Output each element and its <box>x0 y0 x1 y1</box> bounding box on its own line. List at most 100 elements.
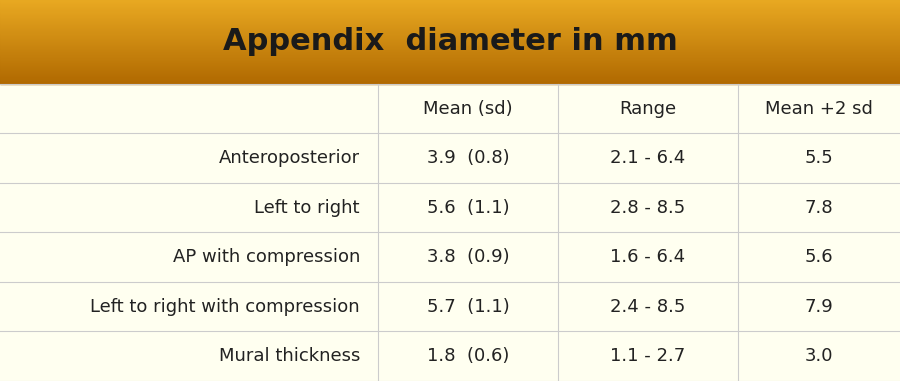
Bar <box>0 6 900 8</box>
Bar <box>0 63 900 65</box>
Text: Mural thickness: Mural thickness <box>219 347 360 365</box>
Bar <box>0 76 900 78</box>
Bar <box>0 5 900 7</box>
Bar <box>0 51 900 53</box>
Text: 5.5: 5.5 <box>805 149 833 167</box>
Bar <box>0 10 900 11</box>
Text: Range: Range <box>619 99 677 118</box>
Bar <box>0 23 900 25</box>
Bar <box>0 22 900 24</box>
Bar <box>0 80 900 82</box>
Text: Mean +2 sd: Mean +2 sd <box>765 99 873 118</box>
Bar <box>0 41 900 43</box>
Bar <box>0 2 900 4</box>
Bar <box>0 15 900 17</box>
Bar <box>0 26 900 27</box>
Bar <box>0 18 900 20</box>
Text: 2.1 - 6.4: 2.1 - 6.4 <box>610 149 686 167</box>
Text: 2.8 - 8.5: 2.8 - 8.5 <box>610 199 686 217</box>
Bar <box>0 20 900 22</box>
Bar <box>0 26 900 28</box>
Text: 2.4 - 8.5: 2.4 - 8.5 <box>610 298 686 316</box>
Bar <box>0 1 900 3</box>
Text: 1.8  (0.6): 1.8 (0.6) <box>427 347 509 365</box>
Bar <box>0 72 900 74</box>
Text: Anteroposterior: Anteroposterior <box>219 149 360 167</box>
Bar <box>0 37 900 39</box>
Text: Appendix  diameter in mm: Appendix diameter in mm <box>222 27 678 56</box>
Text: 3.9  (0.8): 3.9 (0.8) <box>427 149 509 167</box>
Text: Left to right with compression: Left to right with compression <box>90 298 360 316</box>
Bar <box>0 33 900 35</box>
Bar <box>0 79 900 81</box>
Text: 7.9: 7.9 <box>805 298 833 316</box>
Bar <box>0 30 900 32</box>
Bar <box>0 14 900 16</box>
Bar <box>0 62 900 64</box>
Bar <box>0 78 900 80</box>
Bar <box>0 35 900 37</box>
Text: 5.6: 5.6 <box>805 248 833 266</box>
Bar <box>0 13 900 14</box>
Bar <box>0 57 900 59</box>
Text: 5.7  (1.1): 5.7 (1.1) <box>427 298 509 316</box>
Bar <box>0 21 900 23</box>
Bar <box>0 81 900 83</box>
Bar <box>0 50 900 51</box>
Bar <box>0 27 900 29</box>
Bar <box>0 64 900 66</box>
Text: 1.1 - 2.7: 1.1 - 2.7 <box>610 347 686 365</box>
Text: 5.6  (1.1): 5.6 (1.1) <box>427 199 509 217</box>
Bar <box>0 34 900 35</box>
Bar <box>0 65 900 67</box>
Bar <box>0 48 900 50</box>
Bar <box>0 19 900 21</box>
Bar <box>0 29 900 30</box>
Bar <box>0 38 900 40</box>
Bar <box>0 66 900 68</box>
Bar <box>0 51 900 52</box>
Bar <box>0 55 900 56</box>
Bar <box>0 72 900 74</box>
Bar <box>0 43 900 45</box>
Bar <box>0 45 900 47</box>
Text: Mean (sd): Mean (sd) <box>423 99 513 118</box>
Bar <box>0 54 900 56</box>
Bar <box>0 9 900 10</box>
Bar <box>0 42 900 44</box>
Bar <box>0 70 900 72</box>
Text: 3.8  (0.9): 3.8 (0.9) <box>427 248 509 266</box>
Bar <box>0 16 900 18</box>
Bar <box>0 12 900 14</box>
Bar <box>0 82 900 84</box>
Bar <box>0 47 900 49</box>
Bar <box>0 0 900 1</box>
Bar <box>0 39 900 41</box>
Bar <box>0 46 900 48</box>
Bar <box>0 77 900 78</box>
Bar <box>0 36 900 38</box>
Bar <box>0 74 900 75</box>
Bar <box>0 59 900 61</box>
Text: 7.8: 7.8 <box>805 199 833 217</box>
Bar <box>0 75 900 77</box>
Bar <box>0 61 900 63</box>
Bar <box>0 32 900 34</box>
Bar <box>0 60 900 62</box>
Bar <box>0 30 900 32</box>
Bar <box>0 58 900 60</box>
Bar <box>0 3 900 5</box>
Bar <box>0 17 900 19</box>
Bar <box>0 24 900 26</box>
Bar <box>0 67 900 69</box>
Bar <box>0 53 900 54</box>
Bar <box>0 69 900 70</box>
Bar <box>0 40 900 42</box>
Bar <box>0 8 900 10</box>
Bar <box>0 5 900 6</box>
Bar <box>0 56 900 58</box>
Text: Left to right: Left to right <box>255 199 360 217</box>
Bar <box>0 11 900 13</box>
Text: AP with compression: AP with compression <box>173 248 360 266</box>
Text: 3.0: 3.0 <box>805 347 833 365</box>
